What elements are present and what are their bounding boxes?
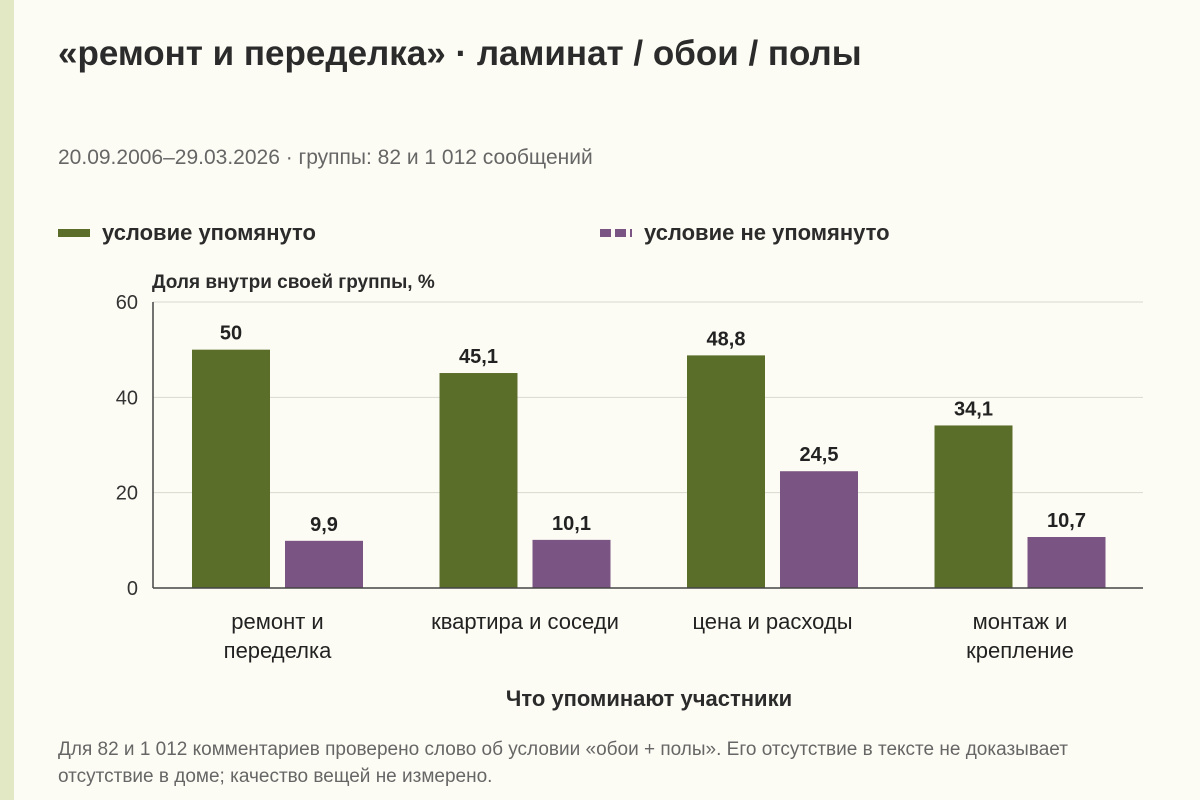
bar-mentioned	[192, 349, 270, 588]
bar-mentioned	[687, 355, 765, 588]
side-stripe	[0, 0, 14, 800]
bar-mentioned	[934, 425, 1013, 588]
bar-value-label: 34,1	[954, 398, 993, 420]
legend-item-mentioned: условие упомянуто	[58, 218, 316, 248]
legend-swatch-mentioned	[58, 229, 90, 237]
legend-label-not-mentioned: условие не упомянуто	[644, 220, 890, 245]
legend-item-not-mentioned: условие не упомянуто	[600, 218, 890, 248]
bar-not-mentioned	[1027, 536, 1106, 588]
bar-not-mentioned	[532, 539, 611, 588]
x-tick-label: цена и расходы	[692, 609, 852, 634]
x-tick-label: переделка	[224, 638, 332, 663]
bar-not-mentioned	[285, 540, 363, 588]
x-tick-label: крепление	[966, 638, 1074, 663]
bar-value-label: 45,1	[459, 346, 498, 368]
axis-layer: 0 20 40 60 ремонт и переделка квартира и сосед…	[116, 292, 1143, 663]
y-tick-label: 60	[116, 292, 138, 314]
bars-layer	[192, 349, 1106, 588]
chart-title: «ремонт и переделка» · ламинат / обои / …	[58, 34, 862, 73]
bar-value-label: 9,9	[310, 514, 338, 536]
x-tick-label: ремонт и	[231, 609, 323, 634]
y-tick-label: 20	[116, 483, 138, 505]
footnote: Для 82 и 1 012 комментариев проверено сл…	[58, 739, 1068, 787]
chart-subtitle: 20.09.2006–29.03.2026 · группы: 82 и 1 0…	[58, 146, 593, 169]
legend-swatch-not-mentioned	[600, 229, 632, 237]
labels-layer: 50 9,9 45,1 10,1 48,8 24,5 34,1 10,7	[220, 323, 1086, 536]
bar-value-label: 10,1	[552, 513, 591, 535]
y-tick-label: 40	[116, 387, 138, 409]
bar-mentioned	[439, 373, 518, 588]
bar-value-label: 10,7	[1047, 510, 1086, 532]
bar-value-label: 24,5	[800, 444, 839, 466]
x-tick-label: монтаж и	[973, 609, 1068, 634]
bar-not-mentioned	[780, 471, 858, 588]
bar-value-label: 48,8	[707, 328, 746, 350]
y-tick-label: 0	[127, 578, 138, 600]
legend-label-mentioned: условие упомянуто	[102, 220, 316, 245]
x-tick-label: квартира и соседи	[431, 609, 619, 634]
x-axis-title: Что упоминают участники	[505, 686, 793, 711]
bar-value-label: 50	[220, 323, 242, 345]
y-axis-title: Доля внутри своей группы, %	[152, 272, 435, 293]
